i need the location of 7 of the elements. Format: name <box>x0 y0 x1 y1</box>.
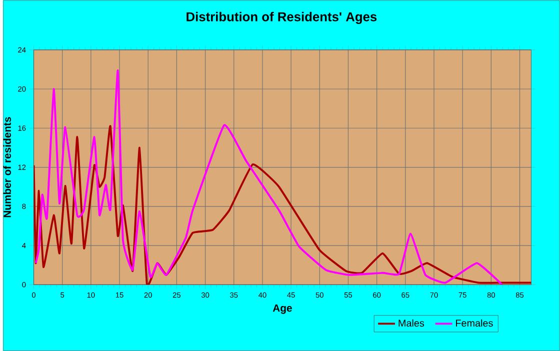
line-series <box>34 69 504 285</box>
x-axis-title: Age <box>272 304 292 314</box>
legend-label: Females <box>456 319 493 327</box>
y-axis-title: Number of residents <box>3 117 11 218</box>
legend-label: Males <box>398 319 424 327</box>
chart-title: Distribution of Residents' Ages <box>186 12 377 24</box>
line-series <box>34 125 532 285</box>
